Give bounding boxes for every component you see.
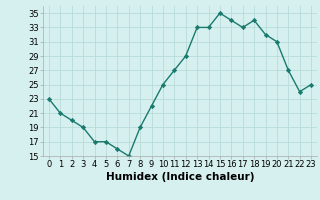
- X-axis label: Humidex (Indice chaleur): Humidex (Indice chaleur): [106, 172, 254, 182]
